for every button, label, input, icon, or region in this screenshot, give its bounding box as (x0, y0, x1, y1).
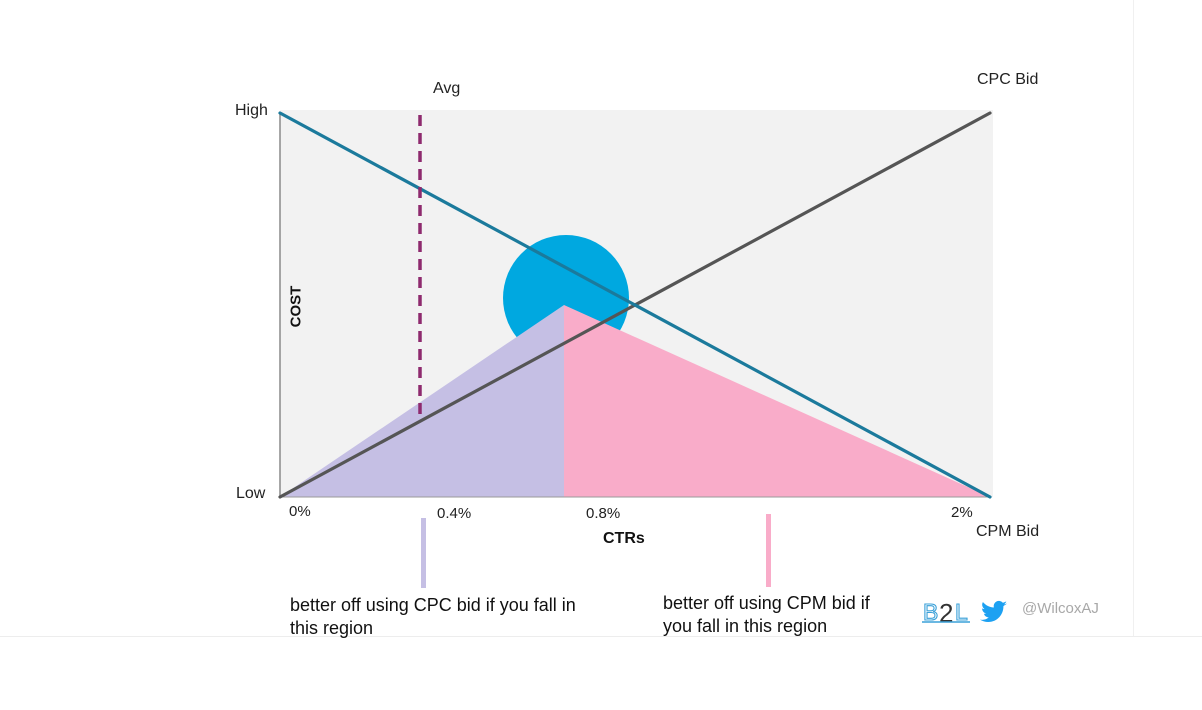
x-tick-0: 0% (289, 503, 311, 520)
cpm-region (564, 305, 990, 497)
cpm-region-note: better off using CPM bid if you fall in … (663, 593, 870, 636)
bottom-margin (0, 636, 1202, 710)
series-label-cpm-bid: CPM Bid (976, 523, 1040, 540)
avg-label: Avg (433, 80, 461, 97)
x-tick-2: 0.8% (586, 505, 621, 522)
b2l-logo-icon: B 2 L (922, 598, 1007, 626)
x-tick-3: 2% (951, 504, 973, 521)
x-tick-1: 0.4% (437, 505, 472, 522)
y-tick-high: High (235, 102, 268, 119)
svg-text:L: L (955, 599, 968, 625)
twitter-handle: @WilcoxAJ (1022, 600, 1099, 617)
svg-text:B: B (923, 599, 939, 625)
svg-text:2: 2 (939, 598, 953, 626)
cpc-region-note: better off using CPC bid if you fall in … (290, 595, 576, 638)
cpc-region-pointer (421, 518, 426, 588)
y-tick-low: Low (236, 485, 266, 502)
cpm-bid-line (278, 111, 992, 499)
x-axis-title: CTRs (603, 530, 645, 547)
cpc-region (280, 305, 564, 497)
y-axis-title: COST (287, 285, 305, 328)
cpm-region-pointer (766, 514, 771, 587)
right-margin (1133, 0, 1202, 636)
series-label-cpc-bid: CPC Bid (977, 71, 1039, 88)
twitter-bird-icon (980, 600, 1007, 623)
